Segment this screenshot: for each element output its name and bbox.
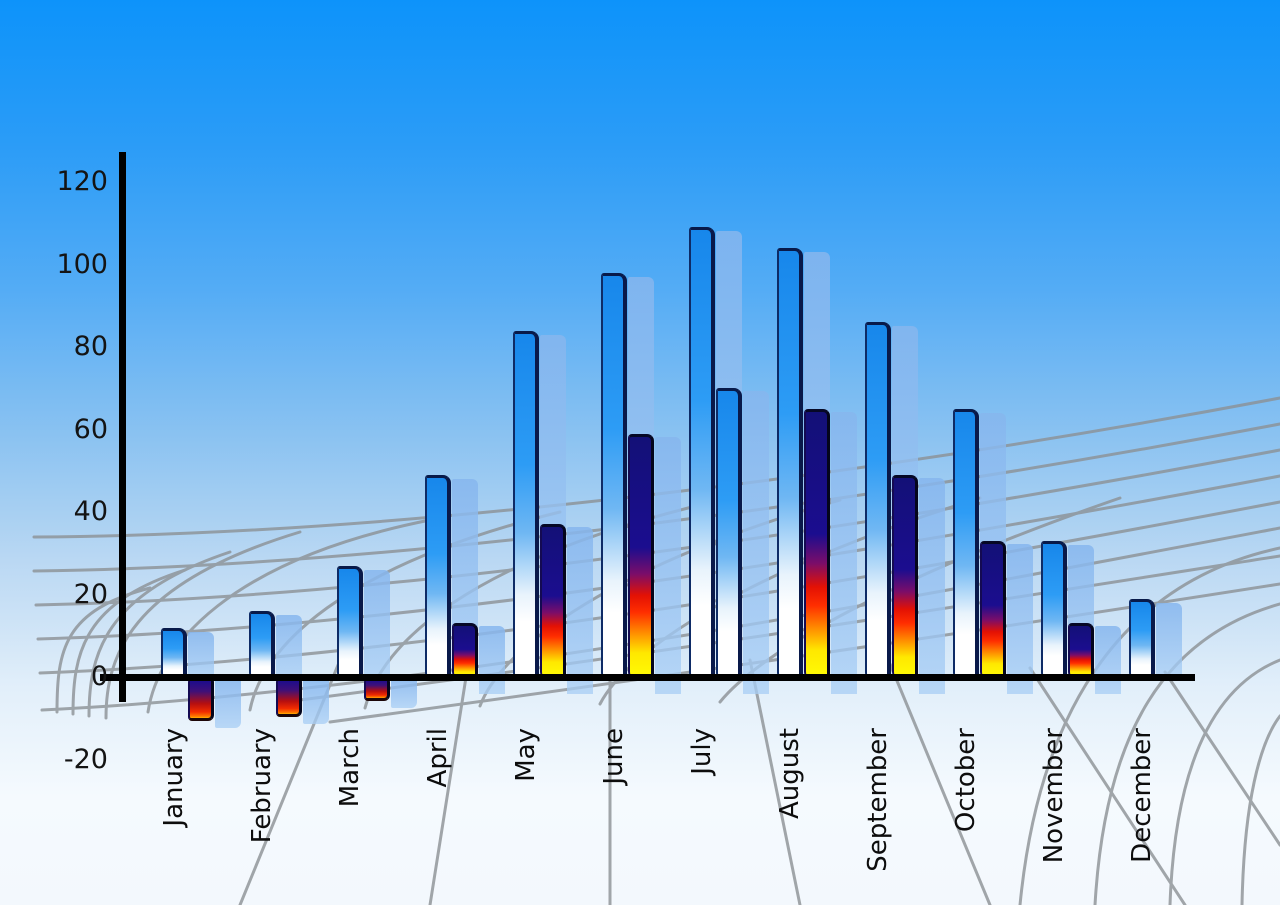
ghost-bar-february-secondary [303,679,329,725]
y-tick-label-40: 40 [73,496,108,527]
bar-february-secondary [276,680,302,718]
y-tick-label-120: 120 [56,166,108,197]
bar-december-primary [1129,598,1155,677]
bar-may-primary [513,330,539,677]
x-label-september: September [863,728,893,872]
ghost-bar-august-secondary [831,411,857,694]
bar-february-primary [249,611,275,677]
x-label-may: May [511,728,541,782]
y-tick-label-100: 100 [56,248,108,280]
ghost-bar-december-primary [1156,602,1182,677]
y-tick-label--20: -20 [63,743,108,775]
y-tick-label-0: 0 [90,661,108,692]
y-axis-line [119,152,126,702]
ghost-bar-september-secondary [919,477,945,694]
bar-june-secondary [628,433,654,677]
x-label-february: February [247,728,277,844]
bar-august-secondary [804,408,830,677]
bar-july-secondary [716,388,742,677]
x-label-august: August [775,728,805,819]
ghost-bar-november-secondary [1095,626,1121,694]
bar-april-secondary [452,623,478,677]
x-label-march: March [335,728,365,808]
y-tick-label-80: 80 [73,331,108,362]
bar-june-primary [601,272,627,677]
ghost-bar-march-primary [364,569,390,677]
bar-march-secondary [364,680,390,701]
ghost-bar-june-secondary [655,436,681,694]
x-label-november: November [1039,728,1069,864]
bar-november-primary [1041,540,1067,677]
bar-september-primary [865,322,891,677]
bar-october-primary [953,408,979,677]
bar-september-secondary [892,474,918,677]
ghost-bar-january-primary [188,631,214,677]
ghost-bar-may-secondary [567,527,593,694]
ghost-bar-july-secondary [743,391,769,694]
x-axis-line [100,674,1195,681]
bar-march-primary [337,565,363,677]
bar-november-secondary [1068,623,1094,677]
bar-august-primary [777,248,803,677]
x-label-july: July [687,728,717,775]
x-label-october: October [951,728,981,833]
x-label-january: January [159,728,189,827]
bar-october-secondary [980,540,1006,677]
bar-may-secondary [540,524,566,677]
x-label-june: June [599,728,629,785]
y-tick-label-20: 20 [73,578,108,610]
ghost-bar-march-secondary [391,679,417,708]
ghost-bar-october-secondary [1007,543,1033,694]
bar-january-primary [161,627,187,677]
x-label-april: April [423,728,453,788]
bar-july-primary [689,227,715,677]
ghost-bar-april-secondary [479,626,505,694]
bar-april-primary [425,474,451,677]
bar-january-secondary [188,680,214,722]
y-tick-label-60: 60 [73,413,108,445]
ghost-bar-january-secondary [215,679,241,729]
x-label-december: December [1127,728,1157,863]
ghost-bar-february-primary [276,615,302,677]
